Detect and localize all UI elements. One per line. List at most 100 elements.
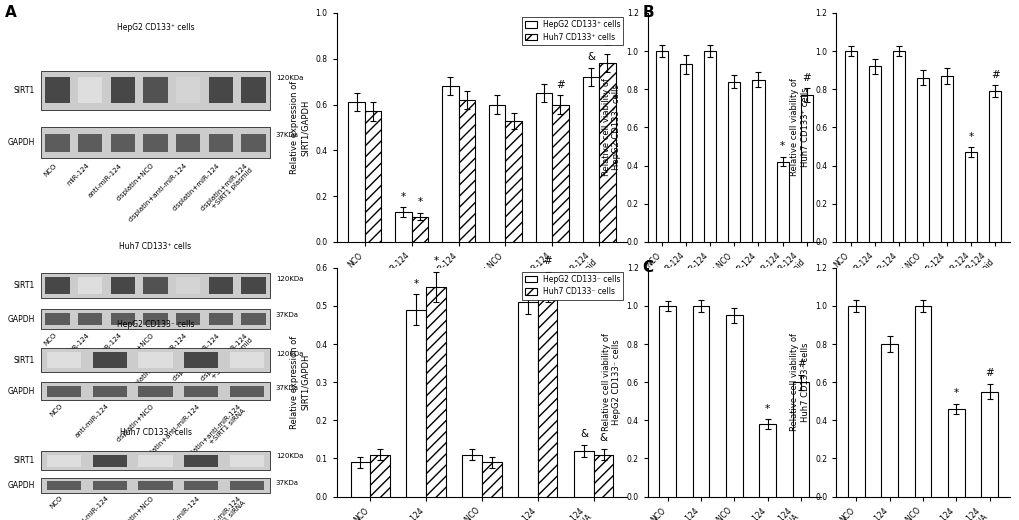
Text: *: * bbox=[764, 404, 769, 414]
Bar bbox=[209, 134, 233, 152]
Bar bbox=[184, 386, 218, 397]
Text: GAPDH: GAPDH bbox=[8, 315, 35, 324]
Bar bbox=[143, 314, 168, 325]
Bar bbox=[752, 80, 764, 242]
Bar bbox=[41, 71, 270, 110]
Text: *: * bbox=[417, 198, 422, 207]
Text: SIRT1: SIRT1 bbox=[14, 456, 35, 465]
Bar bbox=[593, 454, 612, 497]
Bar bbox=[77, 134, 102, 152]
Bar bbox=[703, 51, 715, 242]
Text: SIRT1: SIRT1 bbox=[14, 86, 35, 95]
Bar bbox=[914, 306, 930, 497]
Text: *: * bbox=[968, 132, 973, 141]
Bar bbox=[47, 386, 82, 397]
Bar bbox=[93, 482, 126, 490]
Bar bbox=[441, 86, 459, 242]
Bar bbox=[728, 82, 740, 242]
Legend: HepG2 CD133⁺ cells, Huh7 CD133⁺ cells: HepG2 CD133⁺ cells, Huh7 CD133⁺ cells bbox=[522, 17, 623, 45]
Bar bbox=[139, 386, 172, 397]
Text: 37KDa: 37KDa bbox=[275, 312, 299, 318]
Text: HepG2 CD133⁺ cells: HepG2 CD133⁺ cells bbox=[116, 22, 195, 32]
Bar bbox=[47, 353, 82, 368]
Bar bbox=[680, 64, 692, 242]
Bar bbox=[41, 451, 270, 470]
Bar bbox=[892, 51, 904, 242]
Bar bbox=[537, 287, 556, 497]
Bar bbox=[759, 424, 775, 497]
Bar bbox=[775, 162, 788, 242]
Text: miR-124: miR-124 bbox=[65, 162, 90, 187]
Bar bbox=[598, 63, 615, 242]
Bar bbox=[229, 386, 264, 397]
Text: NCO: NCO bbox=[43, 332, 57, 347]
Bar bbox=[45, 77, 69, 103]
Bar bbox=[41, 309, 270, 329]
Bar bbox=[482, 462, 501, 497]
Text: NCO: NCO bbox=[49, 495, 64, 510]
Bar bbox=[726, 316, 742, 497]
Text: *: * bbox=[780, 141, 785, 151]
Text: GAPDH: GAPDH bbox=[8, 387, 35, 396]
Text: GAPDH: GAPDH bbox=[8, 481, 35, 490]
Text: miR-124: miR-124 bbox=[65, 332, 90, 357]
Text: SIRT1: SIRT1 bbox=[14, 356, 35, 365]
Bar bbox=[176, 77, 201, 103]
Bar bbox=[229, 454, 264, 467]
Text: #: # bbox=[543, 256, 551, 266]
Bar bbox=[394, 212, 412, 242]
Text: 120KDa: 120KDa bbox=[275, 276, 303, 282]
Text: NCO: NCO bbox=[49, 403, 64, 418]
Bar bbox=[139, 454, 172, 467]
Bar bbox=[229, 353, 264, 368]
Bar bbox=[916, 78, 928, 242]
Text: 120KDa: 120KDa bbox=[275, 351, 303, 357]
Text: SIRT1: SIRT1 bbox=[14, 281, 35, 290]
Text: cisplatin+anti-miR-124: cisplatin+anti-miR-124 bbox=[141, 403, 201, 464]
Bar bbox=[93, 386, 126, 397]
Text: #: # bbox=[990, 70, 999, 80]
Y-axis label: Relative cell viability of
Huh7 CD133⁻ cells: Relative cell viability of Huh7 CD133⁻ c… bbox=[790, 333, 809, 431]
Bar bbox=[347, 102, 365, 242]
Text: 37KDa: 37KDa bbox=[275, 132, 299, 138]
Bar bbox=[41, 127, 270, 158]
Text: *: * bbox=[433, 256, 438, 266]
Bar bbox=[426, 287, 445, 497]
Text: 120KDa: 120KDa bbox=[275, 75, 303, 81]
Bar bbox=[41, 273, 270, 298]
Text: &: & bbox=[580, 430, 588, 439]
Text: cisplatin+anti-miR-124
+SIRT1 siRNA: cisplatin+anti-miR-124 +SIRT1 siRNA bbox=[181, 495, 247, 520]
Bar bbox=[110, 314, 135, 325]
Bar bbox=[504, 121, 522, 242]
Bar bbox=[462, 454, 482, 497]
Text: A: A bbox=[5, 5, 17, 20]
Text: *: * bbox=[414, 279, 419, 289]
Text: 37KDa: 37KDa bbox=[275, 385, 299, 391]
Bar bbox=[209, 277, 233, 294]
Text: GAPDH: GAPDH bbox=[8, 138, 35, 147]
Bar bbox=[209, 77, 233, 103]
Text: HepG2 CD133⁻ cells: HepG2 CD133⁻ cells bbox=[117, 320, 194, 329]
Bar bbox=[93, 454, 126, 467]
Text: cisplatin+NCO: cisplatin+NCO bbox=[115, 332, 155, 372]
Bar bbox=[184, 482, 218, 490]
Bar bbox=[184, 454, 218, 467]
Bar bbox=[941, 76, 953, 242]
Text: &: & bbox=[586, 52, 594, 62]
Text: cisplatin+miR-124
+SIRT1 plasmid: cisplatin+miR-124 +SIRT1 plasmid bbox=[199, 162, 254, 217]
Bar bbox=[47, 454, 82, 467]
Text: &: & bbox=[602, 38, 610, 48]
Bar bbox=[351, 462, 370, 497]
Y-axis label: Relative cell viability of
Huh7 CD133⁺ cells: Relative cell viability of Huh7 CD133⁺ c… bbox=[790, 79, 809, 176]
Text: #: # bbox=[802, 73, 810, 83]
Text: cisplatin+miR-124
+SIRT1 plasmid: cisplatin+miR-124 +SIRT1 plasmid bbox=[199, 332, 254, 386]
Bar bbox=[110, 277, 135, 294]
Bar bbox=[139, 353, 172, 368]
Bar bbox=[41, 478, 270, 493]
Y-axis label: Relative expression of
SIRT1/GAPDH: Relative expression of SIRT1/GAPDH bbox=[290, 81, 310, 174]
Bar bbox=[110, 134, 135, 152]
Bar bbox=[77, 314, 102, 325]
Text: C: C bbox=[642, 260, 653, 275]
Text: anti-miR-124: anti-miR-124 bbox=[87, 162, 122, 199]
Bar bbox=[242, 277, 266, 294]
